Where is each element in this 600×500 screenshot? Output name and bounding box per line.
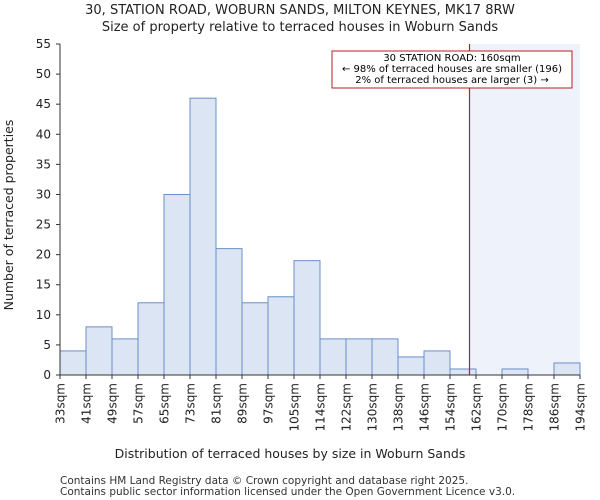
annotation-line3: 2% of terraced houses are larger (3) → xyxy=(355,75,549,86)
histogram-bar xyxy=(241,302,269,376)
x-tick-label: 122sqm xyxy=(340,383,354,431)
y-tick-label: 20 xyxy=(36,248,51,262)
histogram-bar xyxy=(215,248,243,376)
x-tick-label: 57sqm xyxy=(132,383,146,424)
x-tick-label: 49sqm xyxy=(106,383,120,424)
x-tick-label: 154sqm xyxy=(444,383,458,431)
annotation-line1: 30 STATION ROAD: 160sqm xyxy=(383,53,520,64)
x-tick-label: 114sqm xyxy=(314,383,328,431)
histogram-bar xyxy=(59,350,87,376)
footer-line1: Contains HM Land Registry data © Crown c… xyxy=(60,475,468,487)
larger-region-highlight xyxy=(469,44,580,375)
histogram-bar xyxy=(137,302,165,376)
histogram-bar xyxy=(85,326,113,376)
x-tick-label: 130sqm xyxy=(366,383,380,431)
y-tick-label: 45 xyxy=(36,97,51,111)
x-tick-label: 33sqm xyxy=(54,383,68,424)
y-tick-label: 30 xyxy=(36,187,51,201)
histogram-bar xyxy=(371,338,399,376)
histogram-bar xyxy=(449,368,477,376)
x-tick-label: 138sqm xyxy=(392,383,406,431)
x-axis-label: Distribution of terraced houses by size … xyxy=(115,446,466,461)
x-tick-label: 162sqm xyxy=(470,383,484,431)
x-tick-label: 81sqm xyxy=(210,383,224,424)
chart-title-line1: 30, STATION ROAD, WOBURN SANDS, MILTON K… xyxy=(85,3,515,18)
x-tick-label: 97sqm xyxy=(262,383,276,424)
y-tick-label: 15 xyxy=(36,278,51,292)
x-tick-label: 65sqm xyxy=(158,383,172,424)
y-tick-label: 0 xyxy=(43,368,51,382)
annotation-box: 30 STATION ROAD: 160sqm ← 98% of terrace… xyxy=(331,50,573,89)
histogram-bar xyxy=(345,338,373,376)
x-tick-label: 89sqm xyxy=(236,383,250,424)
footer-line2: Contains public sector information licen… xyxy=(60,486,515,498)
x-tick-label: 178sqm xyxy=(522,383,536,431)
histogram-bar xyxy=(397,356,425,376)
y-tick-label: 35 xyxy=(36,157,51,171)
y-tick-label: 5 xyxy=(43,338,51,352)
x-tick-label: 73sqm xyxy=(184,383,198,424)
x-tick-label: 146sqm xyxy=(418,383,432,431)
annotation-frame xyxy=(331,50,573,89)
y-tick-label: 55 xyxy=(36,37,51,51)
histogram-bar xyxy=(319,338,347,376)
x-tick-label: 194sqm xyxy=(574,383,588,431)
histogram-bar xyxy=(163,193,191,376)
histogram-bar xyxy=(293,260,321,376)
x-tick-label: 41sqm xyxy=(80,383,94,424)
x-tick-label: 170sqm xyxy=(496,383,510,431)
x-tick-label: 105sqm xyxy=(288,383,302,431)
histogram-bar xyxy=(267,296,295,376)
x-tick-label: 186sqm xyxy=(548,383,562,431)
annotation-line2: ← 98% of terraced houses are smaller (19… xyxy=(342,64,562,75)
y-tick-label: 10 xyxy=(36,308,51,322)
y-tick-label: 25 xyxy=(36,218,51,232)
y-tick-label: 40 xyxy=(36,127,51,141)
chart-title-line2: Size of property relative to terraced ho… xyxy=(102,20,498,35)
histogram-bar xyxy=(553,362,581,376)
histogram-bar xyxy=(189,97,217,376)
y-axis-label: Number of terraced properties xyxy=(1,120,16,311)
histogram-bar xyxy=(423,350,451,376)
histogram-bar xyxy=(111,338,139,376)
histogram-bar xyxy=(501,368,529,376)
y-tick-label: 50 xyxy=(36,67,51,81)
